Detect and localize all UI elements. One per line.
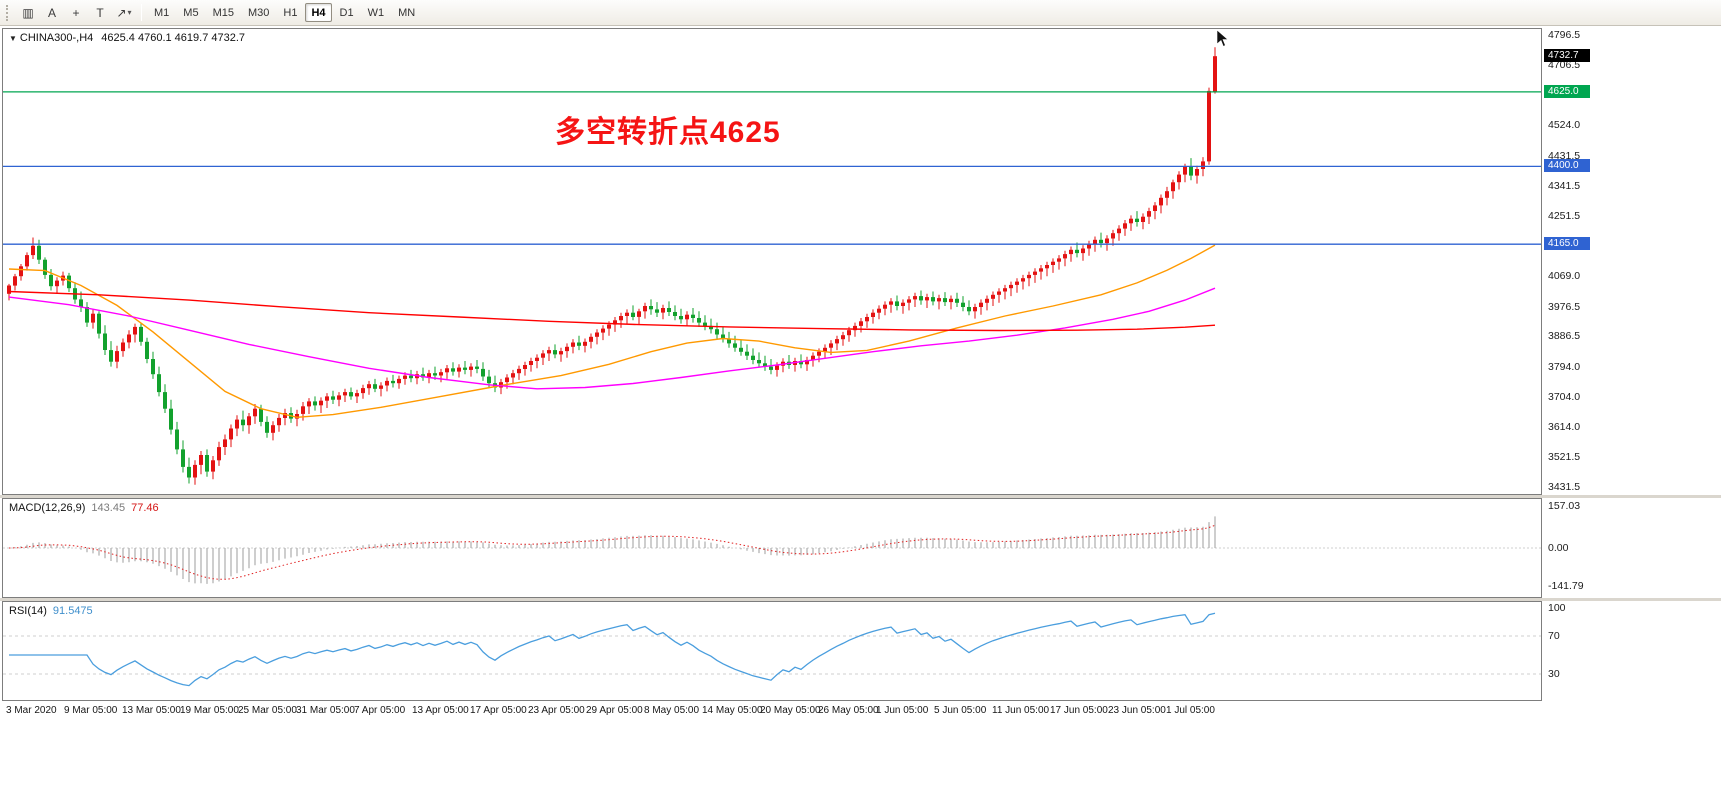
chart-menu-icon[interactable]: ▼ [9, 34, 17, 43]
price-tick-label: 4069.0 [1548, 269, 1581, 282]
time-axis: 3 Mar 2020 9 Mar 05:00 13 Mar 05:00 19 Mar … [2, 703, 1542, 719]
time-axis-label: 9 Mar 05:00 [64, 705, 118, 716]
trendline-tool-button-glyph: ↗ [116, 5, 127, 20]
time-axis-label: 17 Jun 05:00 [1050, 705, 1108, 716]
timeframe-button-d1[interactable]: D1 [339, 6, 354, 19]
chart-annotation-text[interactable]: 多空转折点4625 [555, 116, 781, 149]
candlestick-chart[interactable] [3, 29, 1541, 494]
time-axis-label: 26 May 05:00 [818, 705, 879, 716]
tool-group: ▥ A + T ↗ ▾ [17, 3, 135, 23]
time-axis-label: 25 Mar 05:00 [238, 705, 297, 716]
time-axis-label: 11 Jun 05:00 [992, 705, 1050, 716]
main-chart-panel[interactable]: ▼ CHINA300-,H4 4625.4 4760.1 4619.7 4732.7… [2, 28, 1542, 495]
price-tick-label: 3704.0 [1548, 390, 1581, 403]
price-tick-label: 3431.5 [1548, 480, 1581, 493]
timeframe-button-m30[interactable]: M30 [247, 6, 270, 19]
timeframe-group: M1 M5 M15 M30 H1 H4 D1 W1 MN [148, 3, 421, 22]
text-label-tool-button[interactable]: A [41, 3, 63, 23]
dropdown-caret-icon: ▾ [127, 8, 132, 17]
macd-name: MACD(12,26,9) [9, 502, 86, 514]
price-tick-label: 3794.0 [1548, 361, 1581, 373]
chart-symbol-period: CHINA300-,H4 [19, 32, 94, 44]
panel-splitter[interactable] [0, 598, 1721, 601]
price-tick-label: 3976.5 [1548, 300, 1581, 313]
macd-title: MACD(12,26,9) 143.45 77.46 [9, 502, 159, 514]
time-axis-label: 29 Apr 05:00 [586, 705, 643, 716]
crosshair-tool-button-glyph: + [72, 5, 80, 20]
time-axis-label: 20 May 05:00 [760, 705, 821, 716]
time-axis-label: 17 Apr 05:00 [470, 705, 527, 716]
price-tick-label: 3521.5 [1548, 451, 1581, 464]
macd-chart[interactable] [3, 499, 1541, 597]
level-price-badge: 4625.0 [1544, 84, 1590, 98]
text-tool-button-glyph: T [96, 5, 104, 20]
text-label-tool-button-glyph: A [47, 5, 56, 20]
toolbar-drag-handle[interactable] [6, 4, 12, 21]
text-tool-button[interactable]: T [89, 3, 111, 23]
macd-tick-label: 157.03 [1548, 499, 1581, 512]
time-axis-label: 1 Jun 05:00 [876, 705, 929, 716]
timeframe-button-m5[interactable]: M5 [183, 6, 199, 19]
macd-tick-label: 0.00 [1548, 542, 1569, 554]
chart-window-icon[interactable]: ▥ [17, 3, 39, 23]
trendline-tool-button[interactable]: ↗ ▾ [113, 3, 135, 23]
timeframe-button-h1[interactable]: H1 [283, 6, 298, 19]
crosshair-tool-button[interactable]: + [65, 3, 87, 23]
macd-main-value: 143.45 [91, 502, 126, 514]
panel-splitter[interactable] [0, 495, 1721, 498]
time-axis-label: 14 May 05:00 [702, 705, 763, 716]
mouse-cursor-icon [1216, 30, 1229, 47]
time-axis-label: 7 Apr 05:00 [354, 705, 406, 716]
time-axis-label: 13 Apr 05:00 [412, 705, 469, 716]
chart-ohlc-values: 4625.4 4760.1 4619.7 4732.7 [101, 32, 246, 44]
time-axis-label: 3 Mar 2020 [6, 705, 57, 716]
rsi-tick-label: 100 [1548, 601, 1566, 614]
time-axis-label: 8 May 05:00 [644, 705, 700, 716]
time-axis-label: 19 Mar 05:00 [180, 705, 239, 716]
chart-title: ▼ CHINA300-,H4 4625.4 4760.1 4619.7 4732.7 [9, 32, 245, 44]
rsi-chart[interactable] [3, 602, 1541, 700]
price-tick-label: 4796.5 [1548, 29, 1581, 42]
macd-signal-value: 77.46 [131, 502, 159, 514]
macd-panel[interactable]: MACD(12,26,9) 143.45 77.46 [2, 498, 1542, 598]
time-axis-label: 13 Mar 05:00 [122, 705, 181, 716]
main-toolbar: ▥ A + T ↗ ▾ M1 M5 M15 M30 H1 H4 D1 W1 MN [0, 0, 1721, 26]
rsi-title: RSI(14) 91.5475 [9, 605, 93, 617]
price-tick-label: 4341.5 [1548, 179, 1581, 192]
time-axis-label: 31 Mar 05:00 [296, 705, 355, 716]
time-axis-label: 1 Jul 05:00 [1166, 705, 1215, 716]
price-tick-label: 3614.0 [1548, 420, 1581, 433]
time-axis-label: 5 Jun 05:00 [934, 705, 987, 716]
timeframe-button-m1[interactable]: M1 [154, 6, 170, 19]
timeframe-button-w1[interactable]: W1 [367, 6, 385, 19]
time-axis-label: 23 Apr 05:00 [528, 705, 585, 716]
timeframe-button-m15[interactable]: M15 [212, 6, 234, 19]
level-price-badge: 4165.0 [1544, 237, 1590, 251]
price-tick-label: 4431.5 [1548, 149, 1581, 162]
rsi-tick-label: 30 [1548, 668, 1560, 680]
chart-window-icon-glyph: ▥ [22, 5, 34, 20]
rsi-panel[interactable]: RSI(14) 91.5475 [2, 601, 1542, 701]
level-price-badge: 4400.0 [1544, 159, 1590, 173]
rsi-value: 91.5475 [52, 605, 93, 617]
timeframe-button-h4[interactable]: H4 [305, 3, 332, 22]
toolbar-separator [141, 4, 142, 21]
rsi-name: RSI(14) [9, 605, 47, 617]
rsi-tick-label: 70 [1548, 630, 1560, 642]
macd-tick-label: -141.79 [1548, 580, 1584, 593]
price-tick-label: 4524.0 [1548, 119, 1581, 132]
current-price-badge: 4732.7 [1544, 49, 1590, 63]
price-axis: 4796.5 4706.5 4524.0 4431.5 4341.5 4251.5 4069… [1542, 0, 1720, 795]
price-tick-label: 4251.5 [1548, 209, 1581, 222]
time-axis-label: 23 Jun 05:00 [1108, 705, 1166, 716]
timeframe-button-mn[interactable]: MN [398, 6, 416, 19]
price-tick-label: 3886.5 [1548, 330, 1581, 343]
